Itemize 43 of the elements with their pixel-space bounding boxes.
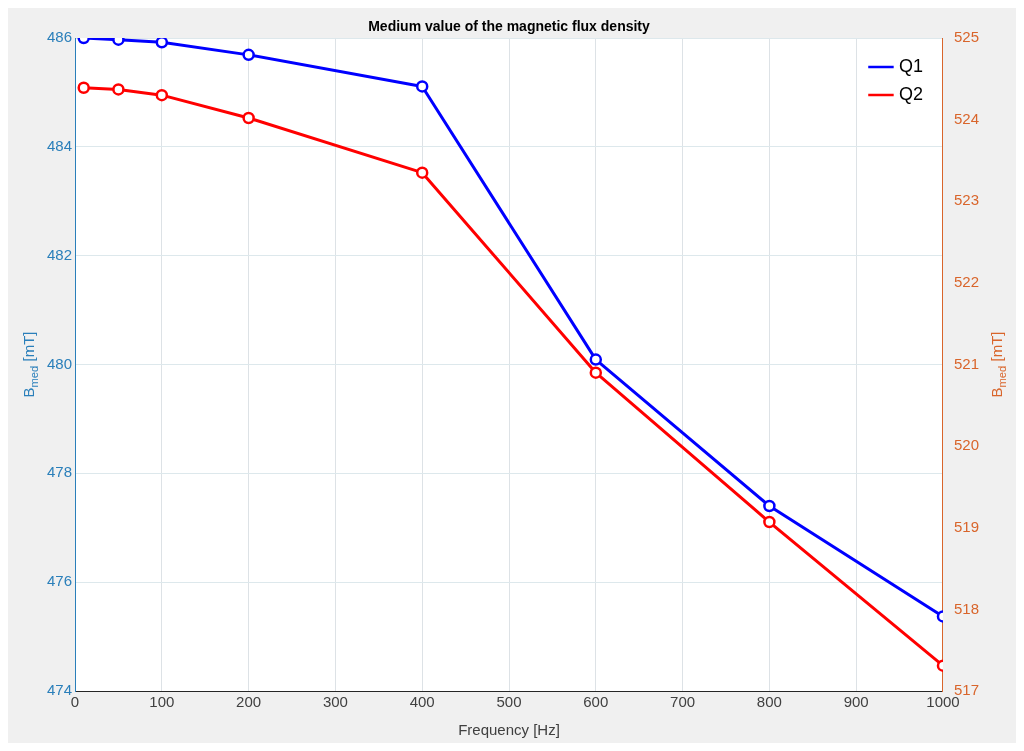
y-tick-label: 482 <box>47 245 73 263</box>
x-tick-label: 900 <box>843 693 869 711</box>
x-tick-label: 600 <box>583 693 609 711</box>
y2-axis-title: Bmed [mT] <box>988 331 1009 398</box>
x-tick-label: 200 <box>236 693 262 711</box>
y2-tick-label: 519 <box>953 517 979 535</box>
y-tick-label: 486 <box>47 28 73 46</box>
point <box>155 88 169 102</box>
point <box>242 48 255 62</box>
legend-label: Q2 <box>898 83 923 104</box>
y2-tick-label: 518 <box>953 599 979 617</box>
y-tick-label: 478 <box>47 463 73 481</box>
y2-tick-label: 521 <box>953 354 979 372</box>
x-tick-label: 300 <box>322 693 348 711</box>
point <box>155 38 169 49</box>
y-tick-label: 474 <box>47 681 73 699</box>
point <box>77 81 90 95</box>
legend-label: Q1 <box>898 55 923 76</box>
y-tick-label: 484 <box>47 136 73 154</box>
y2-tick-label: 523 <box>953 191 979 209</box>
point <box>112 83 125 96</box>
point <box>763 515 776 529</box>
point <box>589 366 603 379</box>
x-tick-label: 100 <box>149 693 175 711</box>
x-tick-label: 800 <box>756 693 782 711</box>
point <box>589 353 603 366</box>
point <box>415 80 429 93</box>
point <box>763 499 776 513</box>
y-tick-label: 480 <box>47 354 73 372</box>
x-tick-label: 700 <box>670 693 696 711</box>
y2-tick-label: 522 <box>953 273 979 291</box>
y2-tick-label: 524 <box>953 109 979 127</box>
x-axis-title: Frequency [Hz] <box>458 721 560 739</box>
x-tick-label: 400 <box>409 693 435 711</box>
point <box>242 111 255 125</box>
x-tick-label: 0 <box>70 693 80 711</box>
y2-tick-label: 520 <box>953 436 979 454</box>
chart-title: Medium value of the magnetic flux density <box>368 17 651 34</box>
x-tick-label: 500 <box>496 693 522 711</box>
y2-tick-label: 525 <box>953 28 979 46</box>
y-tick-label: 476 <box>47 572 73 590</box>
point <box>415 166 429 179</box>
y-axis-title: Bmed [mT] <box>20 331 41 398</box>
